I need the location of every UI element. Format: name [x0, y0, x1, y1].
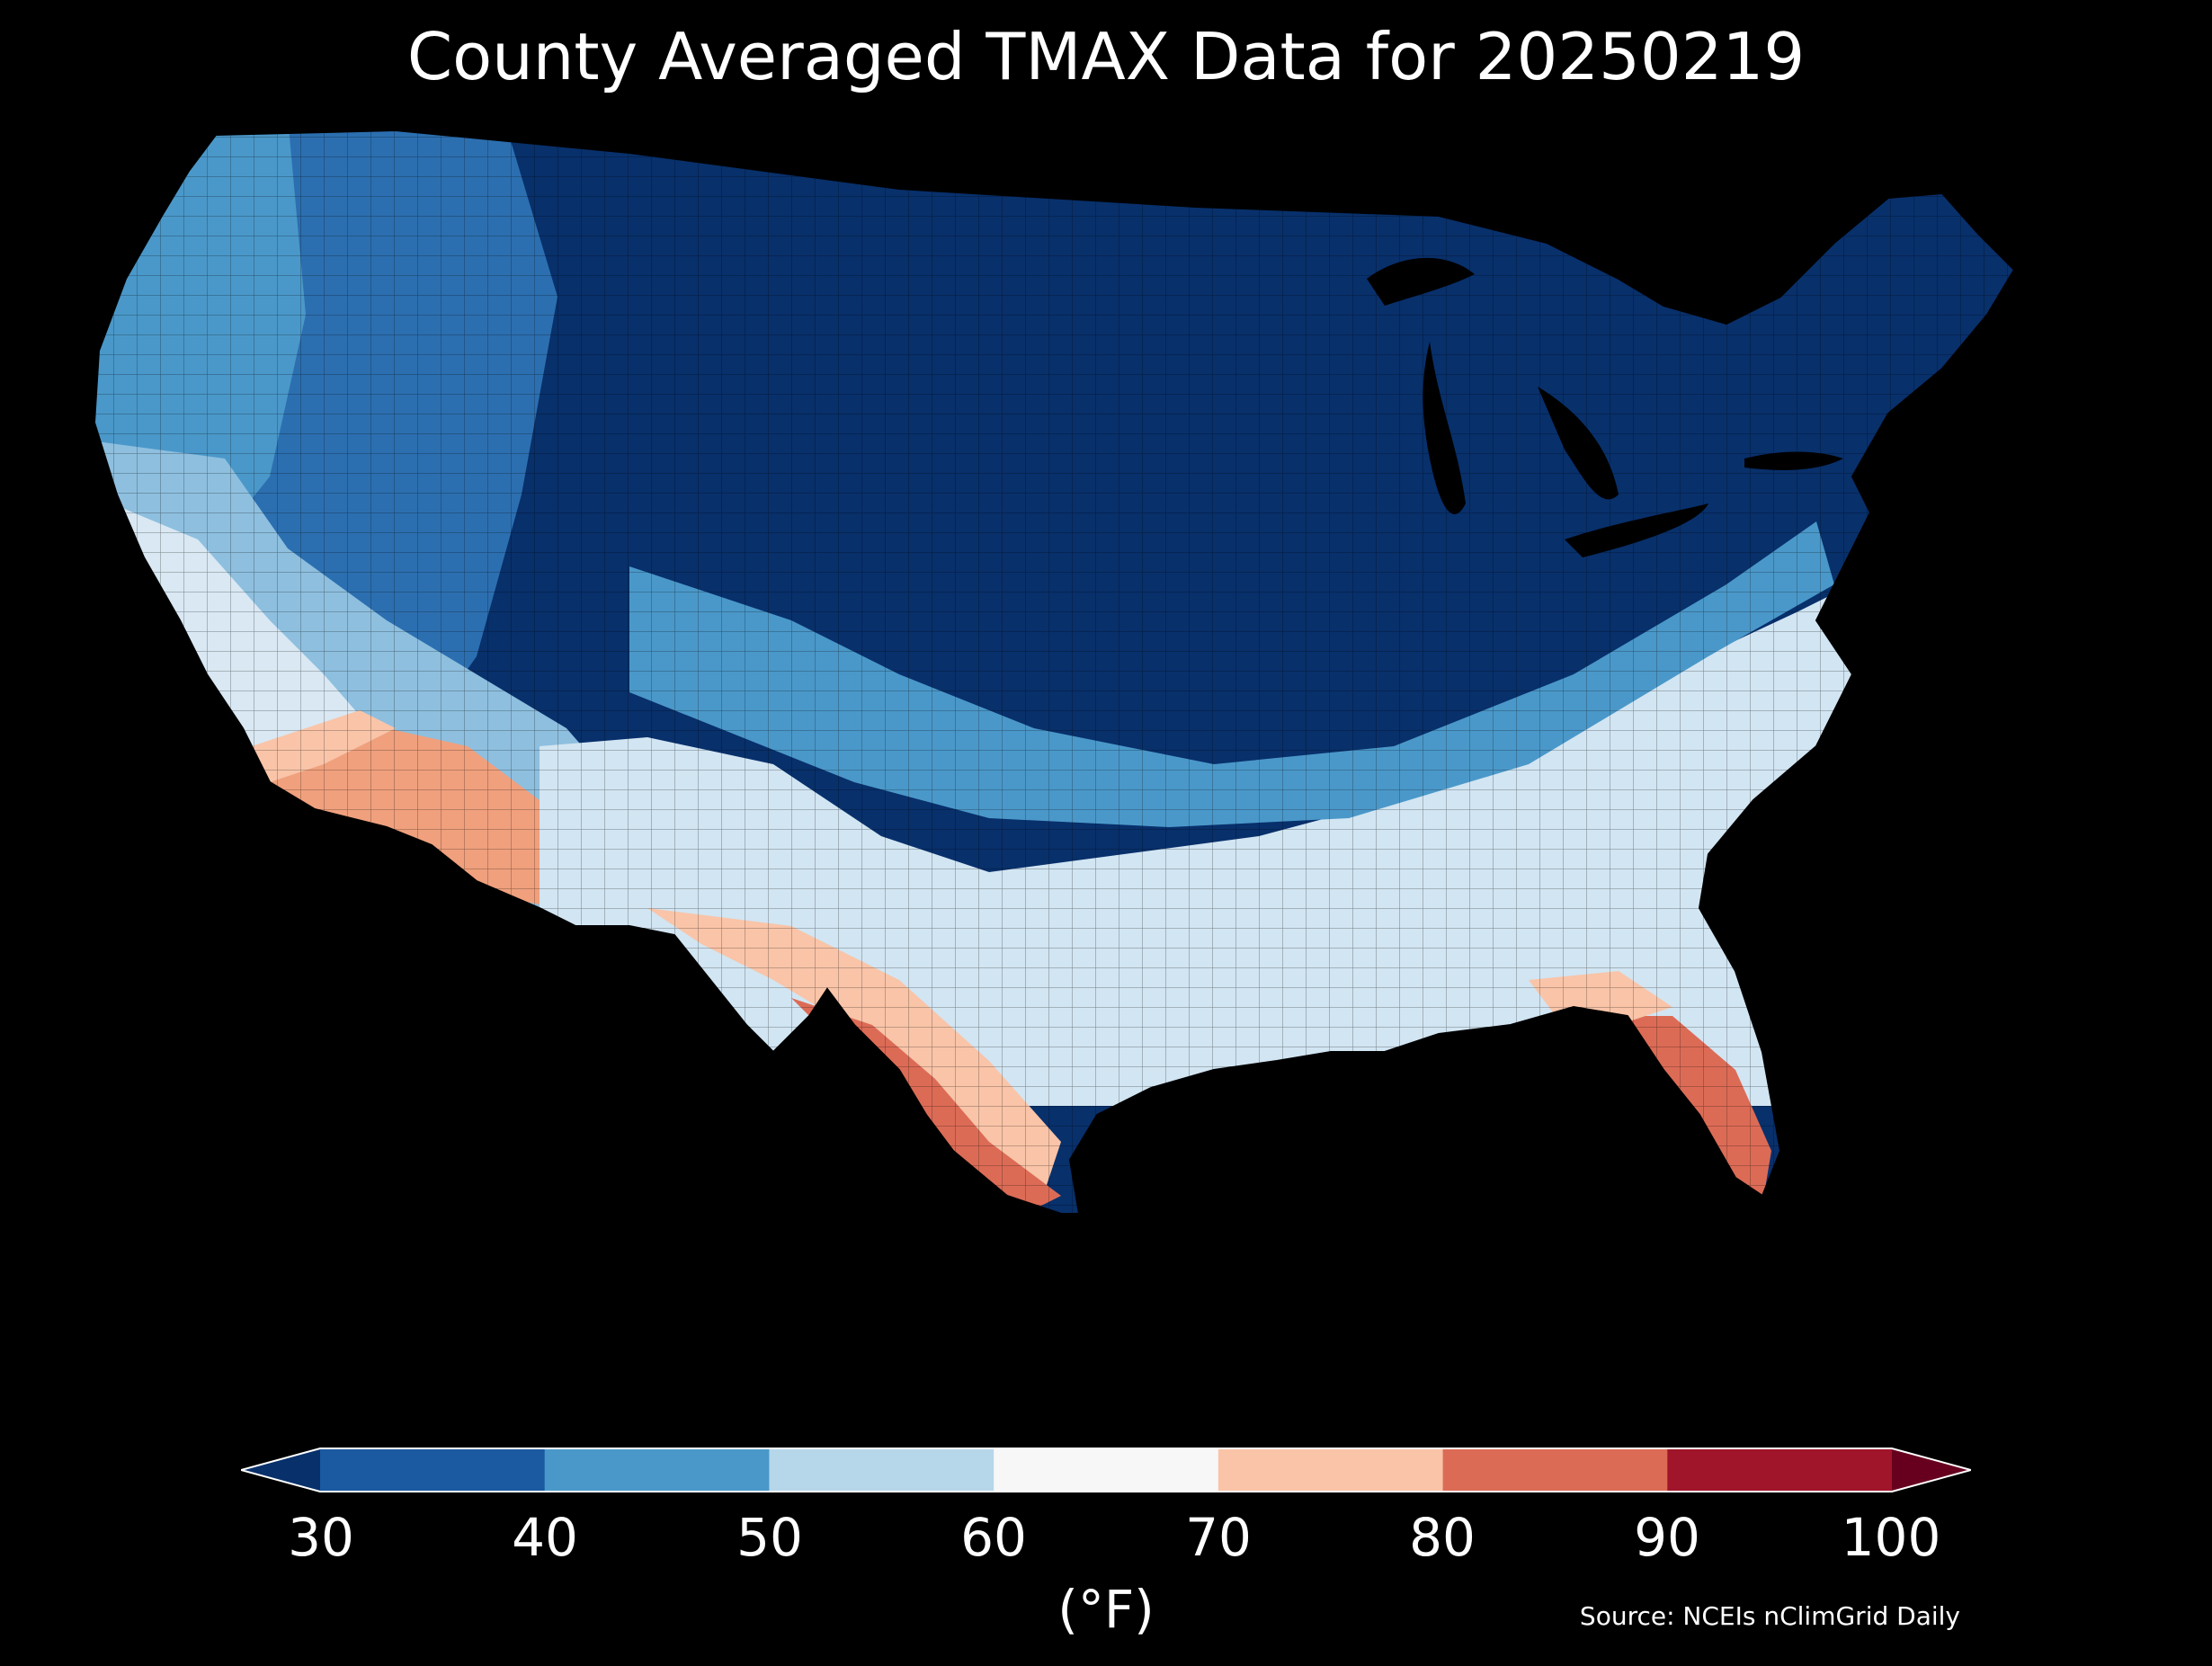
colorbar-bin-50-60: [769, 1448, 995, 1492]
choropleth-map: [90, 117, 2122, 1412]
colorbar-over-extend: [1892, 1448, 1971, 1492]
colorbar-tick-80: 80: [1409, 1507, 1476, 1568]
colorbar-tick-90: 90: [1634, 1507, 1700, 1568]
lake-ontario: [1744, 451, 1843, 470]
colorbar-bin-40-50: [544, 1448, 770, 1492]
colorbar-tick-60: 60: [960, 1507, 1027, 1568]
page-title: County Averaged TMAX Data for 20250219: [406, 19, 1806, 94]
colorbar-unit-label: (°F): [1057, 1579, 1155, 1640]
colorbar-bin-30-40: [320, 1448, 546, 1492]
colorbar: [241, 1448, 1971, 1492]
lake-michigan: [1423, 342, 1466, 514]
colorbar-graphic: [241, 1448, 1971, 1492]
source-credit: Source: NCEIs nClimGrid Daily: [1579, 1601, 1960, 1631]
colorbar-tick-70: 70: [1185, 1507, 1252, 1568]
us-county-map: [93, 129, 2016, 1215]
colorbar-bin-70-80: [1217, 1448, 1444, 1492]
colorbar-bin-90-100: [1667, 1448, 1893, 1492]
county-boundaries: [94, 130, 2014, 1214]
colorbar-tick-40: 40: [512, 1507, 578, 1568]
colorbar-bin-80-90: [1442, 1448, 1668, 1492]
us-outline: [93, 129, 2016, 1215]
lake-erie: [1565, 503, 1708, 557]
map-regions: [94, 130, 2014, 1214]
lake-superior: [1367, 257, 1475, 306]
colorbar-tick-50: 50: [736, 1507, 803, 1568]
lake-huron: [1538, 387, 1619, 500]
colorbar-tick-100: 100: [1841, 1507, 1941, 1568]
colorbar-bin-60-70: [994, 1448, 1219, 1492]
colorbar-outline: [241, 1448, 1971, 1492]
colorbar-under-extend: [241, 1448, 320, 1492]
colorbar-tick-30: 30: [288, 1507, 354, 1568]
